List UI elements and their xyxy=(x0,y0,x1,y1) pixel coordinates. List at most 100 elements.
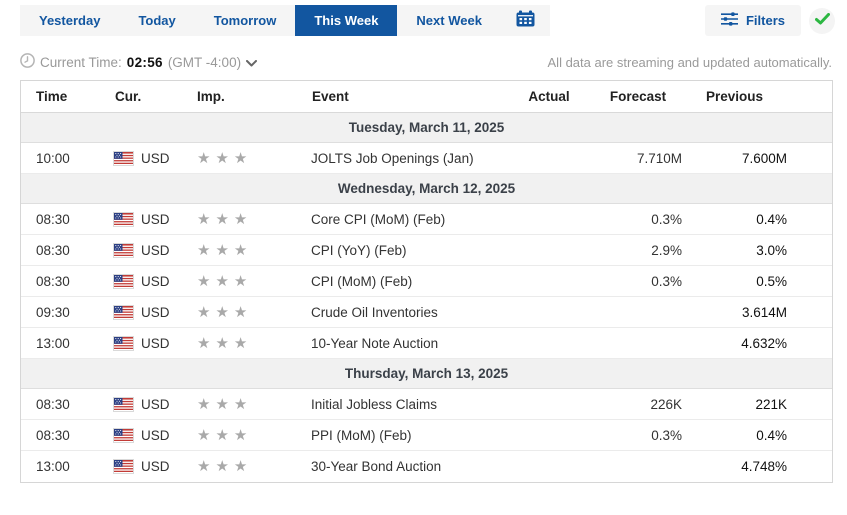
importance-stars: ★ ★ ★ xyxy=(183,274,298,289)
event-currency: USD xyxy=(101,212,183,227)
calendar-button[interactable] xyxy=(501,5,550,36)
star-icon: ★ xyxy=(233,272,248,290)
importance-stars: ★ ★ ★ xyxy=(183,397,298,412)
col-header-importance: Imp. xyxy=(197,89,225,104)
event-name[interactable]: JOLTS Job Openings (Jan) xyxy=(311,150,474,166)
event-currency: USD xyxy=(101,151,183,166)
us-flag-icon xyxy=(114,460,133,473)
streaming-status-indicator xyxy=(809,7,835,34)
event-name[interactable]: Crude Oil Inventories xyxy=(311,304,438,320)
timezone-value: (GMT -4:00) xyxy=(167,54,242,70)
event-row[interactable]: 13:00 USD xyxy=(21,328,832,359)
star-icon: ★ xyxy=(215,334,229,352)
date-row-label: Tuesday, March 11, 2025 xyxy=(348,120,505,135)
event-name[interactable]: Core CPI (MoM) (Feb) xyxy=(311,211,446,227)
us-flag-icon xyxy=(114,428,133,442)
event-currency: USD xyxy=(101,428,183,443)
event-time: 13:00 xyxy=(36,459,70,474)
forecast-value: 0.3% xyxy=(651,427,682,443)
event-name[interactable]: CPI (YoY) (Feb) xyxy=(311,242,407,258)
date-group-row: Tuesday, March 11, 2025 xyxy=(21,113,832,143)
filters-button[interactable]: Filters xyxy=(704,5,801,36)
star-icon: ★ xyxy=(215,395,229,413)
status-bar: Current Time: 02:56 (GMT -4:00) All data … xyxy=(20,53,832,71)
us-flag-icon xyxy=(114,274,133,288)
currency-code: USD xyxy=(141,427,170,443)
star-icon: ★ xyxy=(233,426,248,444)
currency-code: USD xyxy=(141,242,170,258)
star-icon: ★ xyxy=(233,149,248,167)
date-group-row: Thursday, March 13, 2025 xyxy=(21,359,832,389)
event-row[interactable]: 08:30 USD xyxy=(21,266,832,297)
currency-code: USD xyxy=(141,396,170,412)
calendar-table-body: Tuesday, March 11, 2025 10:00 xyxy=(21,113,832,482)
star-icon: ★ xyxy=(233,334,248,352)
current-time-selector[interactable]: Current Time: 02:56 (GMT -4:00) xyxy=(20,53,258,71)
event-time: 08:30 xyxy=(36,211,70,227)
previous-value: 0.4% xyxy=(756,211,787,227)
filters-label: Filters xyxy=(745,13,785,28)
col-header-time: Time xyxy=(36,89,68,104)
importance-stars: ★ ★ ★ xyxy=(183,151,298,166)
star-icon: ★ xyxy=(215,210,229,228)
us-flag-icon xyxy=(114,336,133,350)
event-currency: USD xyxy=(101,336,183,351)
event-time: 08:30 xyxy=(36,396,70,412)
event-currency: USD xyxy=(101,305,183,320)
event-name[interactable]: PPI (MoM) (Feb) xyxy=(311,427,412,443)
chevron-down-icon xyxy=(246,55,258,70)
star-icon: ★ xyxy=(197,334,211,352)
forecast-value: 0.3% xyxy=(651,273,682,289)
calendar-icon xyxy=(516,10,535,32)
forecast-value: 2.9% xyxy=(651,242,682,258)
previous-value: 4.632% xyxy=(741,335,787,351)
star-icon: ★ xyxy=(215,458,229,475)
tab-next-week[interactable]: Next Week xyxy=(416,13,482,28)
previous-value: 0.5% xyxy=(756,273,787,289)
tab-today[interactable]: Today xyxy=(138,13,176,28)
top-toolbar: Yesterday Today Tomorrow This Week Next Week xyxy=(20,5,835,36)
event-time: 09:30 xyxy=(36,304,70,320)
right-tools: Filters xyxy=(704,5,835,36)
star-icon: ★ xyxy=(233,241,248,259)
tab-yesterday[interactable]: Yesterday xyxy=(39,13,101,28)
event-currency: USD xyxy=(101,397,183,412)
event-row[interactable]: 08:30 USD xyxy=(21,204,832,235)
event-row[interactable]: 08:30 USD xyxy=(21,389,832,420)
tab-this-week[interactable]: This Week xyxy=(295,5,398,36)
star-icon: ★ xyxy=(215,272,229,290)
previous-value: 3.614M xyxy=(741,304,787,320)
current-time-label: Current Time: xyxy=(40,54,122,70)
previous-value: 4.748% xyxy=(741,459,787,474)
streaming-note: All data are streaming and updated autom… xyxy=(547,54,832,70)
star-icon: ★ xyxy=(233,303,248,321)
tab-tomorrow[interactable]: Tomorrow xyxy=(213,13,277,28)
event-row[interactable]: 13:00 USD xyxy=(21,451,832,482)
event-name[interactable]: 30-Year Bond Auction xyxy=(311,459,442,474)
filters-sliders-icon xyxy=(720,12,738,29)
event-name[interactable]: Initial Jobless Claims xyxy=(311,396,438,412)
date-row-label: Thursday, March 13, 2025 xyxy=(344,366,509,381)
event-currency: USD xyxy=(101,274,183,289)
previous-value: 7.600M xyxy=(741,150,787,166)
event-time: 08:30 xyxy=(36,242,70,258)
event-time: 13:00 xyxy=(36,335,70,351)
star-icon: ★ xyxy=(197,149,211,167)
star-icon: ★ xyxy=(197,395,211,413)
us-flag-icon xyxy=(114,305,133,319)
event-name[interactable]: 10-Year Note Auction xyxy=(311,335,439,351)
event-time: 08:30 xyxy=(36,273,70,289)
event-name[interactable]: CPI (MoM) (Feb) xyxy=(311,273,413,289)
event-row[interactable]: 08:30 USD xyxy=(21,235,832,266)
event-time: 10:00 xyxy=(36,150,70,166)
us-flag-icon xyxy=(114,243,133,257)
event-currency: USD xyxy=(101,459,183,474)
importance-stars: ★ ★ ★ xyxy=(183,243,298,258)
us-flag-icon xyxy=(114,151,133,165)
event-row[interactable]: 08:30 USD xyxy=(21,420,832,451)
star-icon: ★ xyxy=(215,241,229,259)
col-header-previous: Previous xyxy=(705,89,764,104)
star-icon: ★ xyxy=(197,303,211,321)
event-row[interactable]: 09:30 USD xyxy=(21,297,832,328)
event-row[interactable]: 10:00 USD xyxy=(21,143,832,174)
